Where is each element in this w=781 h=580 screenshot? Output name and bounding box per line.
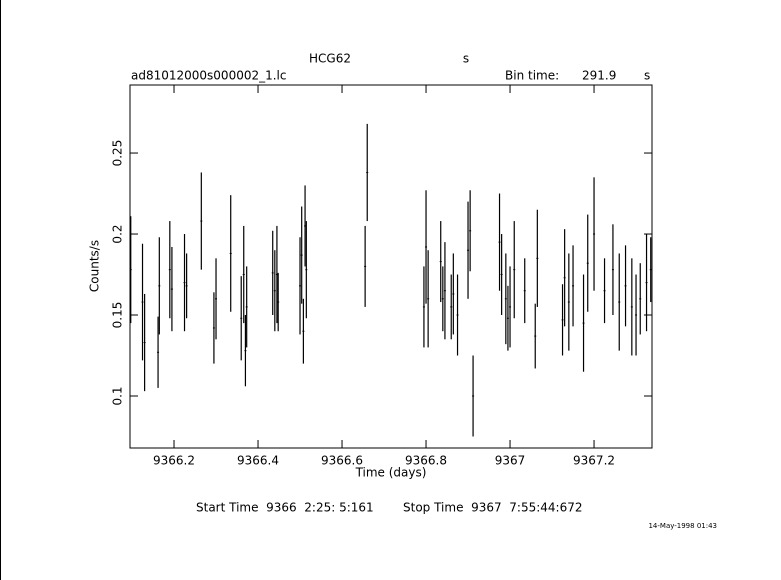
x-axis-label: Time (days) bbox=[355, 466, 427, 480]
chart-title: HCG62 bbox=[309, 52, 351, 66]
plot-frame bbox=[129, 84, 653, 449]
x-tick-label: 9366.8 bbox=[405, 454, 447, 468]
y-axis-label: Counts/s bbox=[88, 240, 102, 292]
bin-time: 291.9 bbox=[582, 69, 616, 83]
y-tick-label: 0.1 bbox=[111, 386, 125, 405]
bin-time-unit: s bbox=[644, 69, 650, 83]
x-tick-label: 9367 bbox=[495, 454, 526, 468]
y-tick-label: 0.15 bbox=[111, 302, 125, 329]
y-tick-label: 0.25 bbox=[111, 140, 125, 167]
date-stamp: 14-May-1998 01:43 bbox=[648, 522, 717, 530]
x-tick-label: 9367.2 bbox=[573, 454, 615, 468]
file-name: ad81012000s000002_1.lc bbox=[131, 69, 287, 83]
x-tick-label: 9366.4 bbox=[237, 454, 279, 468]
y-tick-label: 0.2 bbox=[111, 224, 125, 243]
x-tick-label: 9366.6 bbox=[321, 454, 363, 468]
start-time: Start Time 9366 2:25: 5:161 bbox=[196, 501, 374, 515]
bin-time-label: Bin time: bbox=[505, 69, 559, 83]
x-tick-label: 9366.2 bbox=[153, 454, 195, 468]
stop-time: Stop Time 9367 7:55:44:672 bbox=[403, 501, 582, 515]
title-unit: s bbox=[463, 52, 469, 66]
